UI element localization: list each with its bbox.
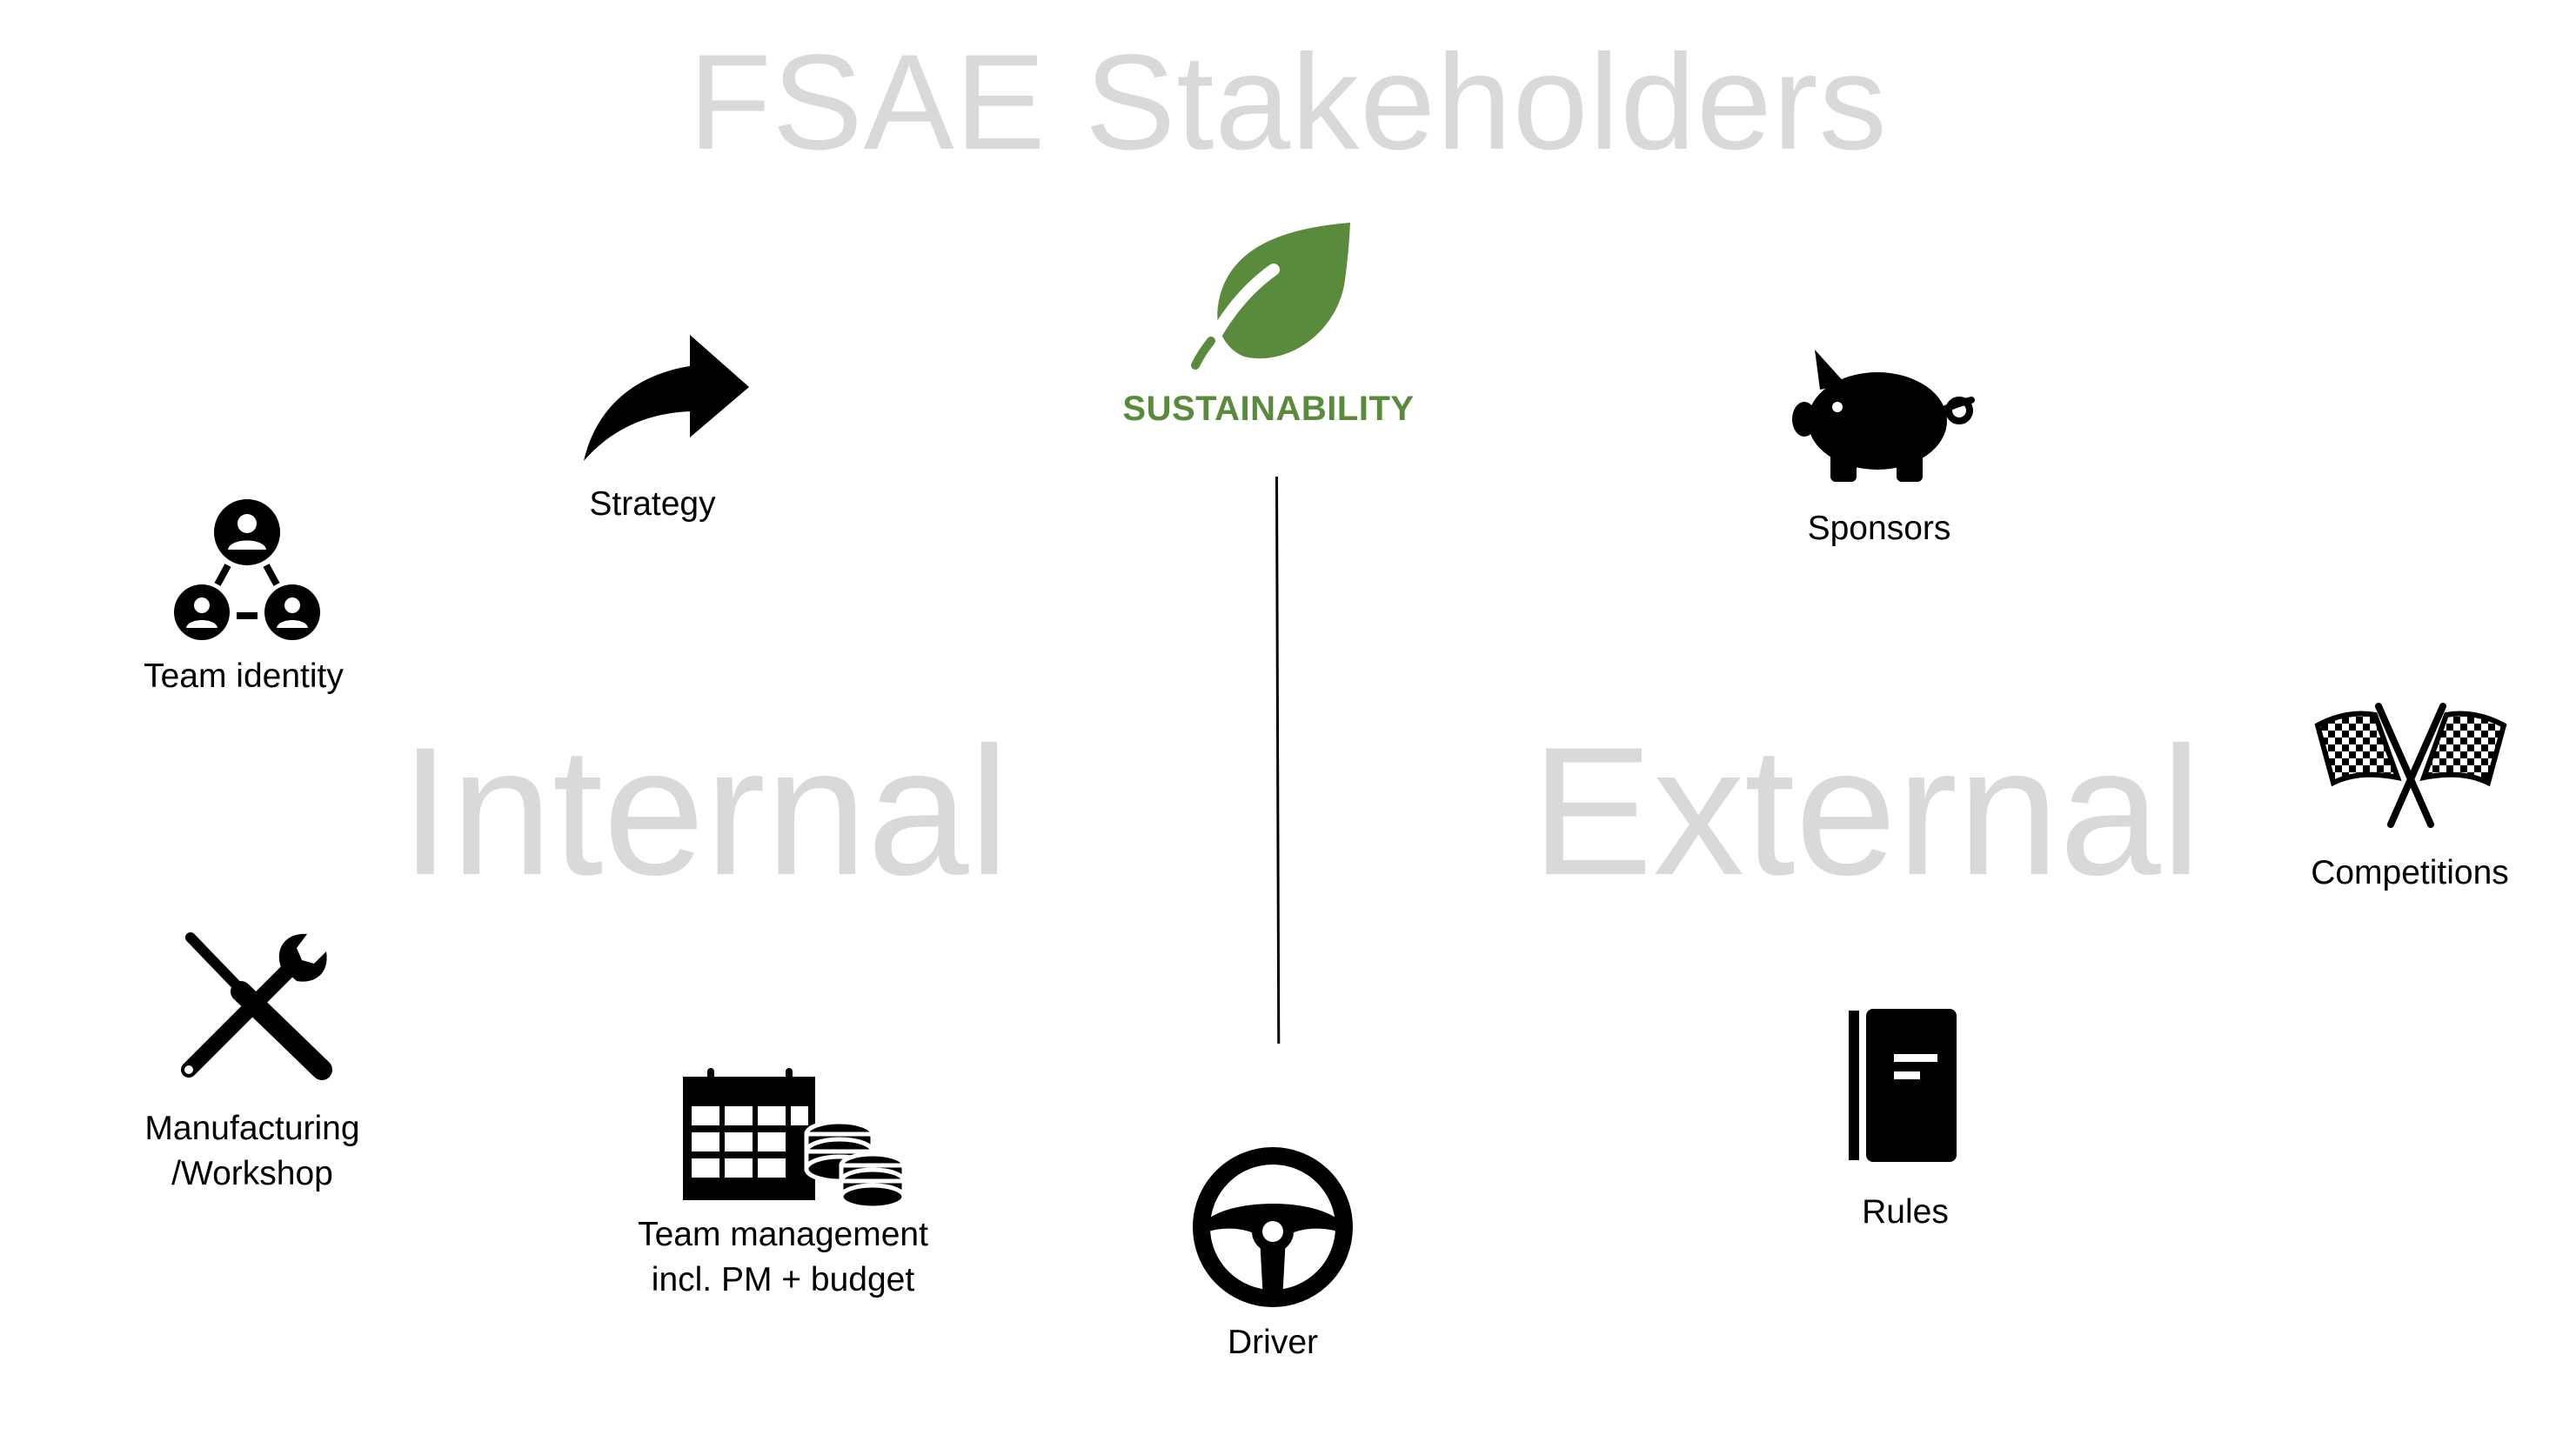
internal-section-label: Internal xyxy=(399,709,1010,913)
sponsors-label: Sponsors xyxy=(1807,510,1951,547)
tools-icon xyxy=(178,931,332,1080)
leaf-icon xyxy=(1191,219,1350,371)
people-network-icon xyxy=(174,499,320,640)
strategy-label: Strategy xyxy=(589,485,716,523)
rules-label: Rules xyxy=(1862,1193,1949,1231)
internal-external-divider xyxy=(1275,476,1281,1045)
curved-arrow-icon xyxy=(579,335,753,461)
external-section-label: External xyxy=(1531,709,2202,913)
team-identity-label: Team identity xyxy=(144,657,344,695)
page-title: FSAE Stakeholders xyxy=(688,27,1888,178)
sustainability-label: SUSTAINABILITY xyxy=(1122,390,1415,428)
competitions-label: Competitions xyxy=(2311,854,2509,891)
driver-label: Driver xyxy=(1228,1324,1318,1361)
calendar-coins-icon xyxy=(683,1068,907,1214)
steering-wheel-icon xyxy=(1192,1146,1354,1308)
book-icon xyxy=(1849,1009,1957,1162)
team-management-label-line1: Team management xyxy=(638,1216,928,1253)
checkered-flags-icon xyxy=(2314,703,2507,828)
team-management-label-line2: incl. PM + budget xyxy=(651,1261,915,1298)
piggy-bank-icon xyxy=(1792,350,1978,482)
manufacturing-label-line1: Manufacturing xyxy=(144,1110,360,1147)
manufacturing-label-line2: /Workshop xyxy=(171,1155,333,1192)
